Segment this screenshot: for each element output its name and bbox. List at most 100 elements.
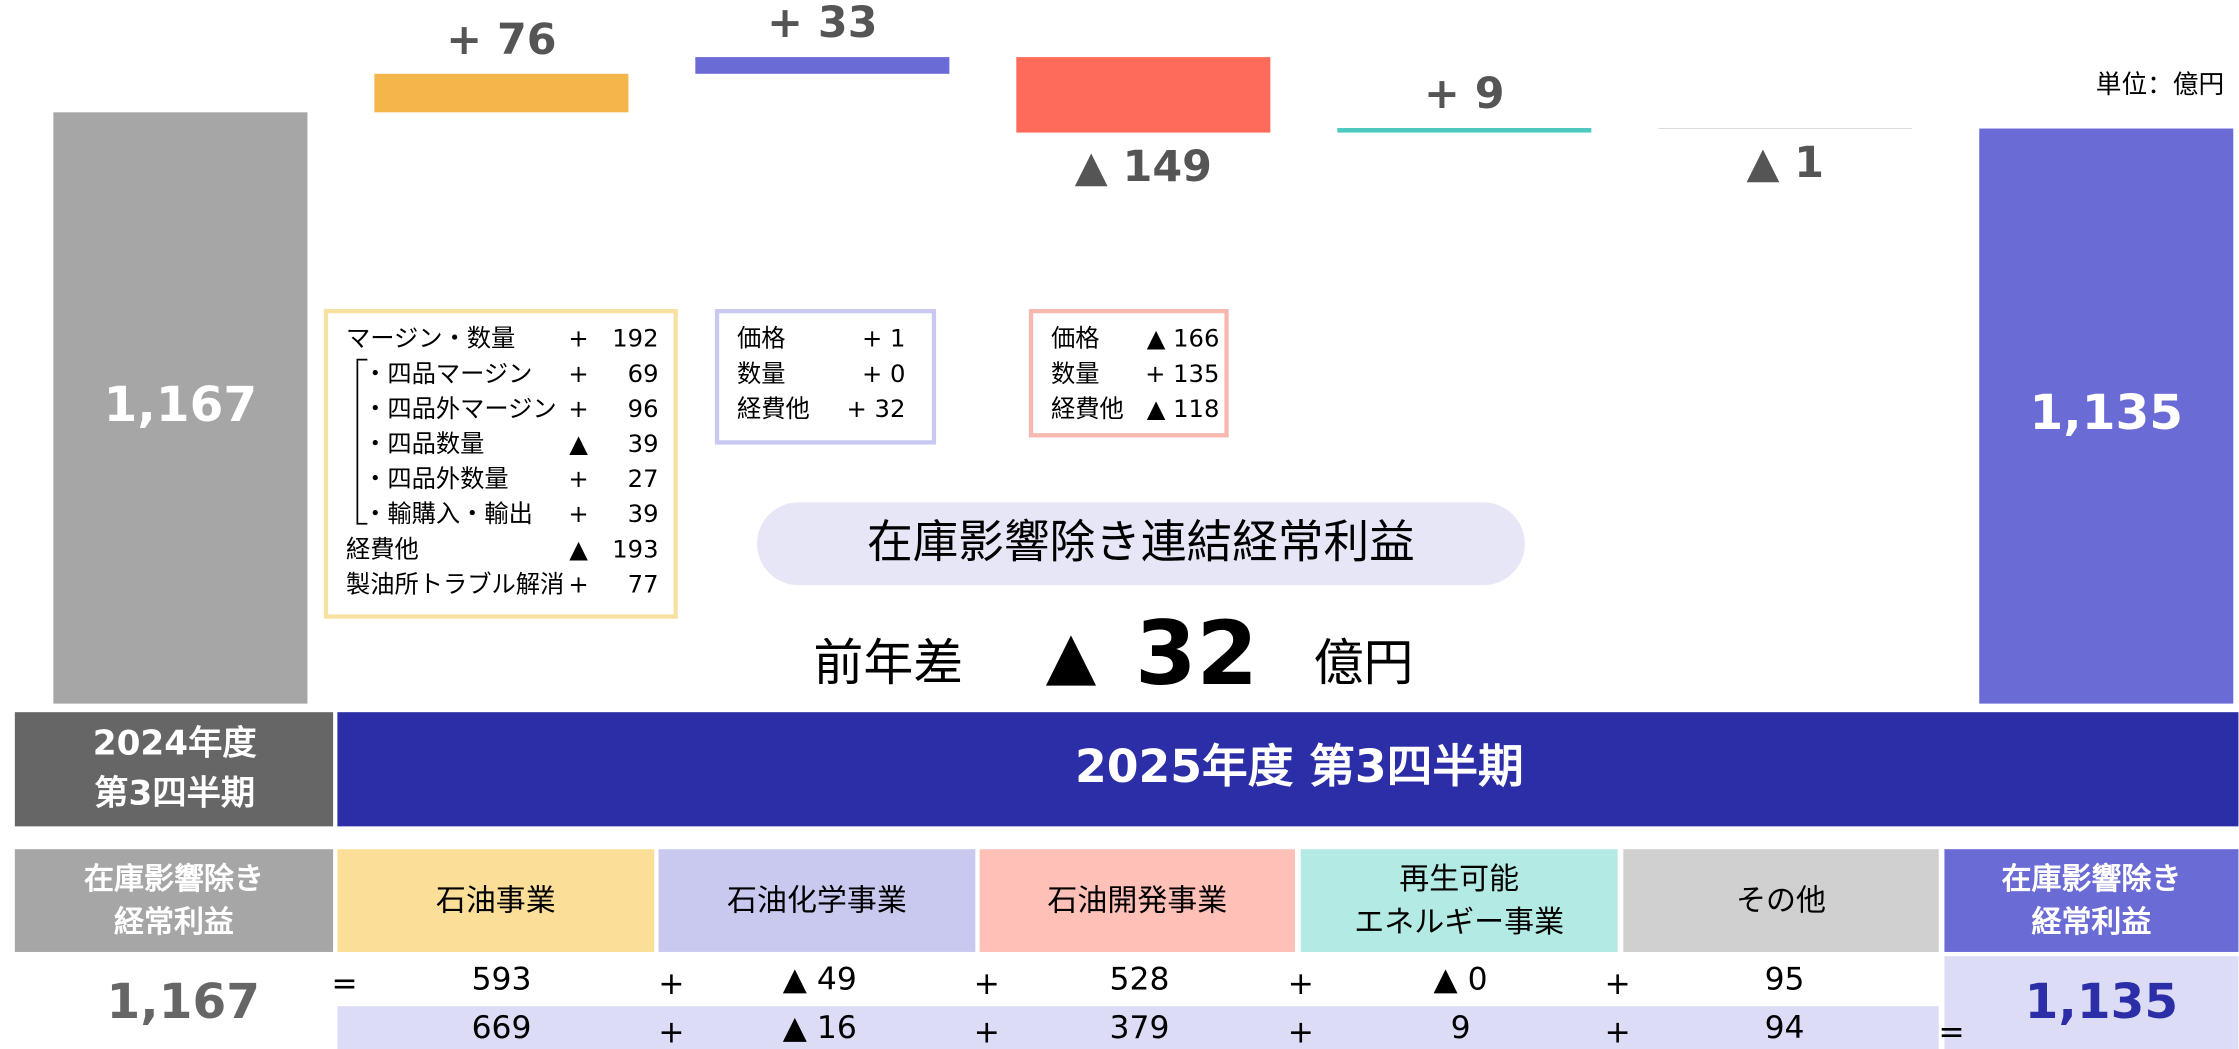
breakdown-value: 193 xyxy=(612,534,658,563)
table-cell: 528 xyxy=(1110,961,1170,997)
header-cell xyxy=(337,849,655,952)
breakdown-value: + 32 xyxy=(847,394,906,423)
header-text: 石油化学事業 xyxy=(727,883,907,918)
breakdown-value: + 1 xyxy=(862,324,905,353)
bracket xyxy=(356,358,368,525)
table-operator: + xyxy=(1604,1014,1630,1049)
breakdown-label: マージン・数量 xyxy=(346,324,515,353)
band-left-text: 2024年度 xyxy=(93,724,258,764)
table-end: 1,135 xyxy=(2025,974,2178,1030)
value-label: + 9 xyxy=(1424,69,1505,119)
bar xyxy=(695,57,950,74)
header-text: 経常利益 xyxy=(2031,905,2151,940)
breakdown-sign: + xyxy=(568,324,588,353)
breakdown-value: 39 xyxy=(628,429,659,458)
breakdown-box xyxy=(323,308,678,619)
breakdown-label: ・四品外マージン xyxy=(363,394,557,423)
breakdown-value: 69 xyxy=(628,359,659,388)
breakdown-sign: ▲ xyxy=(569,534,588,563)
bar xyxy=(1979,128,2234,704)
value-label: 1,135 xyxy=(2030,385,2183,441)
header-text: 経常利益 xyxy=(114,905,234,940)
breakdown-label: 経費他 xyxy=(346,534,419,563)
table-operator: + xyxy=(658,1014,684,1049)
table-cell: 9 xyxy=(1451,1010,1471,1046)
table-cell: 593 xyxy=(472,961,532,997)
table-cell: ▲ 16 xyxy=(783,1010,857,1046)
breakdown-sign: + xyxy=(568,359,588,388)
breakdown-value: 27 xyxy=(628,464,659,493)
table-operator: + xyxy=(658,966,684,1002)
value-label: + 76 xyxy=(446,15,556,65)
header-cell xyxy=(1944,849,2239,952)
breakdown-label: 数量 xyxy=(737,359,786,388)
breakdown-sign: ▲ xyxy=(569,429,588,458)
bar xyxy=(374,73,629,113)
table-cell: 94 xyxy=(1765,1010,1805,1046)
headline-title: 在庫影響除き連結経常利益 xyxy=(867,516,1415,569)
breakdown-label: ・四品外数量 xyxy=(363,464,509,493)
header-text: 在庫影響除き xyxy=(84,862,264,897)
bar xyxy=(53,112,308,704)
table-cell: 95 xyxy=(1765,961,1805,997)
breakdown-label: 製油所トラブル解消 xyxy=(346,569,564,598)
header-cell xyxy=(1300,849,1618,952)
breakdown-value: 77 xyxy=(628,569,659,598)
value-label: 1,167 xyxy=(104,377,257,433)
table-operator: + xyxy=(1288,1014,1314,1049)
breakdown-label: ・四品数量 xyxy=(363,429,484,458)
table-operator: + xyxy=(974,1014,1000,1049)
breakdown-box xyxy=(1028,308,1229,438)
headline-sign: ▲ xyxy=(1046,617,1097,693)
breakdown-sign: + xyxy=(568,569,588,598)
table-start: 1,167 xyxy=(107,974,260,1030)
breakdown-value: + 135 xyxy=(1145,359,1219,388)
breakdown-box xyxy=(714,308,937,445)
breakdown-label: 価格 xyxy=(1051,324,1100,353)
header-text: エネルギー事業 xyxy=(1354,905,1564,940)
header-text: その他 xyxy=(1736,883,1826,918)
headline-unit: 億円 xyxy=(1314,634,1414,692)
value-label: ▲ 149 xyxy=(1075,142,1212,192)
breakdown-label: 経費他 xyxy=(737,394,810,423)
header-text: 在庫影響除き xyxy=(2002,862,2182,897)
bar xyxy=(1016,57,1271,133)
table-cell: 379 xyxy=(1110,1010,1170,1046)
table-operator: = xyxy=(1938,1014,1964,1049)
table-operator: + xyxy=(1604,966,1630,1002)
breakdown-label: ・輸購入・輸出 xyxy=(363,499,533,528)
row2-bg xyxy=(337,1006,1939,1049)
bar xyxy=(1658,128,1913,129)
table-cell: 669 xyxy=(472,1010,532,1046)
breakdown-sign: + xyxy=(568,464,588,493)
header-cell xyxy=(14,849,334,952)
value-label: ▲ 1 xyxy=(1746,138,1824,188)
unit-label: 単位：億円 xyxy=(2096,70,2224,100)
breakdown-sign: + xyxy=(568,499,588,528)
headline-value: 32 xyxy=(1135,602,1258,705)
table-operator: = xyxy=(331,966,357,1002)
table-operator: + xyxy=(1288,966,1314,1002)
breakdown-label: 価格 xyxy=(737,324,786,353)
value-label: + 33 xyxy=(767,0,877,48)
breakdown-value: 96 xyxy=(628,394,659,423)
breakdown-value: ▲ 118 xyxy=(1147,394,1220,423)
headline-prefix: 前年差 xyxy=(813,634,963,692)
end-cell-bg xyxy=(1944,956,2239,1049)
band-right xyxy=(337,712,2239,827)
breakdown-label: 経費他 xyxy=(1051,394,1124,423)
bar xyxy=(1337,128,1592,133)
headline-pill xyxy=(756,502,1525,586)
band-left-text: 第3四半期 xyxy=(94,773,255,813)
header-text: 石油開発事業 xyxy=(1047,883,1227,918)
breakdown-value: 192 xyxy=(612,324,658,353)
band-left xyxy=(14,712,334,827)
table-operator: + xyxy=(974,966,1000,1002)
band-right-text: 2025年度 第3四半期 xyxy=(1075,740,1524,793)
header-cell xyxy=(658,849,976,952)
header-cell xyxy=(1623,849,1939,952)
breakdown-value: 39 xyxy=(628,499,659,528)
breakdown-label: 数量 xyxy=(1051,359,1100,388)
